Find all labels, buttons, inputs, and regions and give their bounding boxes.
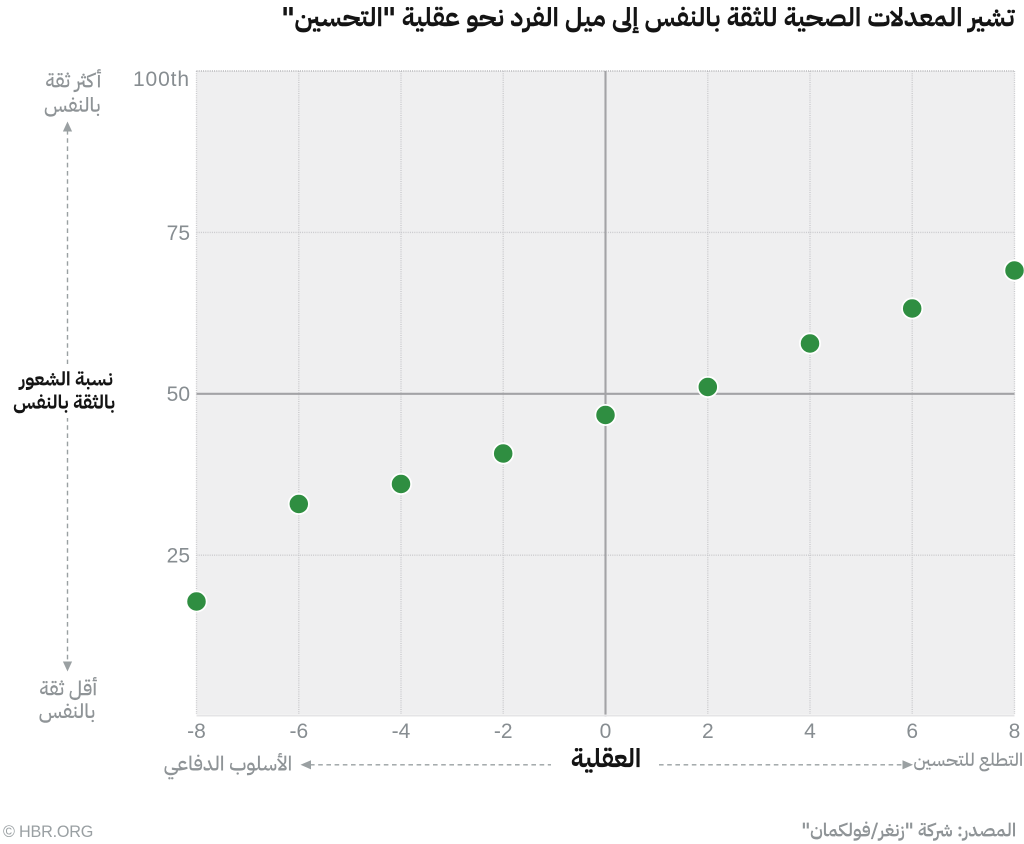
svg-text:-8: -8 (187, 720, 206, 743)
svg-text:-6: -6 (289, 720, 308, 743)
svg-text:© HBR.ORG: © HBR.ORG (3, 823, 93, 841)
svg-text:2: 2 (702, 720, 714, 743)
svg-text:50: 50 (167, 383, 190, 406)
svg-text:4: 4 (804, 720, 816, 743)
svg-text:8: 8 (1009, 720, 1021, 743)
svg-text:0: 0 (600, 720, 612, 743)
svg-text:100th: 100th (133, 68, 190, 91)
svg-text:25: 25 (167, 544, 190, 567)
svg-text:75: 75 (167, 222, 190, 245)
svg-text:6: 6 (906, 720, 918, 743)
svg-text:-4: -4 (392, 720, 411, 743)
svg-text:-2: -2 (494, 720, 513, 743)
